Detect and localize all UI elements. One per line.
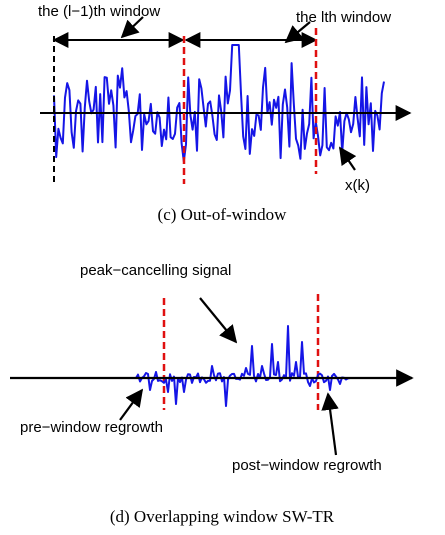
peak-callout-arrow: [199, 297, 238, 344]
peak-cancelling-signal: [10, 325, 400, 407]
caption-c: (c) Out-of-window: [158, 205, 288, 224]
right-window-callout-arrow: [284, 21, 311, 44]
caption-d: (d) Overlapping window SW-TR: [110, 507, 335, 526]
left-window-callout-arrow: [120, 16, 144, 39]
left-window-label: the (l−1)th window: [38, 3, 160, 20]
panel-c: the (l−1)th window the lth window x(k) (…: [38, 3, 412, 224]
signal-callout-arrow: [339, 146, 357, 171]
right-window-label: the lth window: [296, 9, 391, 26]
signal-x-of-k: [53, 44, 385, 163]
pre-window-callout-arrow: [119, 388, 144, 421]
panel-d: peak−cancelling signal pre−window regrow…: [10, 262, 414, 526]
post-window-label: post−window regrowth: [232, 457, 382, 474]
post-window-callout-arrow: [321, 392, 339, 456]
peak-cancelling-label: peak−cancelling signal: [80, 262, 231, 279]
signal-label: x(k): [345, 177, 370, 194]
pre-window-label: pre−window regrowth: [20, 419, 163, 436]
